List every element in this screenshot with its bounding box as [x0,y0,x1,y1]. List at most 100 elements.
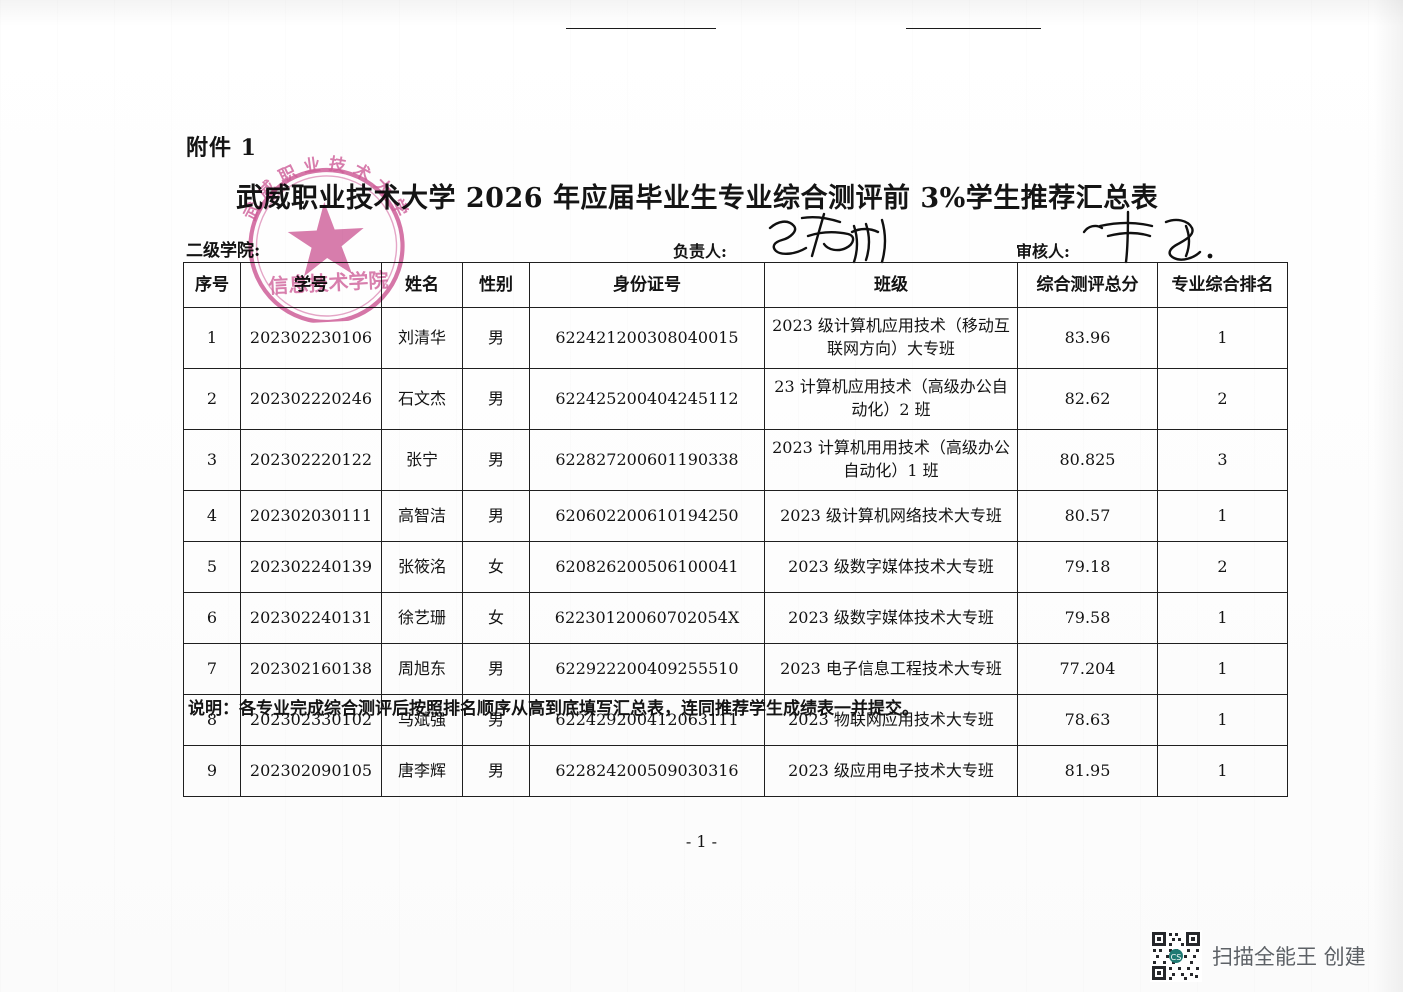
cell-rank: 1 [1157,592,1288,644]
cell-class: 2023 级应用电子技术大专班 [764,745,1018,797]
cell-student-id: 202302240131 [240,592,382,644]
cell-id-card: 622824200509030316 [529,745,765,797]
cell-student-id: 202302220122 [240,429,382,491]
column-header-name: 姓名 [381,262,463,308]
cell-score: 81.95 [1017,745,1158,797]
cell-rank: 1 [1157,490,1288,542]
table-footnote: 说明：各专业完成综合测评后按照排名顺序从高到底填写汇总表，连同推荐学生成绩表一并… [188,699,919,719]
cell-id-card: 622429200412063111 [529,694,765,746]
cell-gender: 男 [462,307,530,369]
cell-name: 张筱洺 [381,541,463,593]
cell-id-card: 622922200409255510 [529,643,765,695]
cell-student-id: 202302160138 [240,643,382,695]
column-header-id-card: 身份证号 [529,262,765,308]
cell-class: 2023 级计算机网络技术大专班 [764,490,1018,542]
cell-id-card: 620602200610194250 [529,490,765,542]
camscanner-watermark: CS 扫描全能王 创建 [1150,930,1366,982]
cell-class: 2023 级数字媒体技术大专班 [764,592,1018,644]
cell-name: 刘清华 [381,307,463,369]
cell-id-card: 622827200601190338 [529,429,765,491]
cell-rank: 3 [1157,429,1288,491]
qr-code-icon: CS [1150,930,1202,982]
cell-gender: 男 [462,368,530,430]
cell-rank: 1 [1157,307,1288,369]
cell-name: 高智洁 [381,490,463,542]
cell-gender: 男 [462,745,530,797]
cell-class: 2023 级计算机应用技术（移动互联网方向）大专班 [764,307,1018,369]
cell-name: 徐艺珊 [381,592,463,644]
cell-rank: 2 [1157,368,1288,430]
table-row: 7 202302160138 周旭东 男 622922200409255510 … [183,643,1288,695]
column-header-gender: 性别 [462,262,530,308]
leader-label: 负责人: [673,242,727,261]
cell-id-card: 622421200308040015 [529,307,765,369]
table-row: 1 202302230106 刘清华 男 622421200308040015 … [183,307,1288,369]
column-header-rank: 专业综合排名 [1157,262,1288,308]
watermark-text: 扫描全能王 创建 [1212,945,1366,969]
cell-index: 2 [183,368,241,430]
cell-score: 80.57 [1017,490,1158,542]
cell-class: 2023 级数字媒体技术大专班 [764,541,1018,593]
svg-text:CS: CS [1171,953,1182,962]
cell-rank: 1 [1157,745,1288,797]
table-row: 5 202302240139 张筱洺 女 620826200506100041 … [183,541,1288,593]
cell-rank: 1 [1157,643,1288,695]
cell-class: 2023 电子信息工程技术大专班 [764,643,1018,695]
cell-rank: 1 [1157,694,1288,746]
column-header-class: 班级 [764,262,1018,308]
table-row: 3 202302220122 张宁 男 622827200601190338 2… [183,429,1288,491]
cell-index: 9 [183,745,241,797]
cell-index: 5 [183,541,241,593]
summary-table-wrapper: 序号 学号 姓名 性别 身份证号 班级 综合测评总分 专业综合排名 1 2023… [183,262,1288,797]
page-title: 武威职业技术大学 2026 年应届毕业生专业综合测评前 3%学生推荐汇总表 [236,183,1159,214]
table-row: 2 202302220246 石文杰 男 622425200404245112 … [183,368,1288,430]
cell-gender: 女 [462,541,530,593]
cell-index: 3 [183,429,241,491]
cell-class: 2023 计算机用用技术（高级办公自动化）1 班 [764,429,1018,491]
cell-name: 石文杰 [381,368,463,430]
cell-name: 马斌强 [381,694,463,746]
cell-score: 77.204 [1017,643,1158,695]
cell-gender: 男 [462,429,530,491]
cell-name: 唐李辉 [381,745,463,797]
cell-score: 78.63 [1017,694,1158,746]
cell-score: 82.62 [1017,368,1158,430]
cell-index: 6 [183,592,241,644]
cell-index: 1 [183,307,241,369]
cell-index: 7 [183,643,241,695]
column-header-index: 序号 [183,262,241,308]
table-row: 9 202302090105 唐李辉 男 622824200509030316 … [183,745,1288,797]
page-number: - 1 - [685,832,718,851]
cell-name: 张宁 [381,429,463,491]
cell-score: 79.18 [1017,541,1158,593]
column-header-student-id: 学号 [240,262,382,308]
cell-index: 8 [183,694,241,746]
attachment-label: 附件 1 [186,135,257,161]
cell-class: 2023 物联网应用技术大专班 [764,694,1018,746]
cell-student-id: 202302230106 [240,307,382,369]
secondary-college-label: 二级学院: [186,241,261,261]
cell-id-card: 62230120060702054X [529,592,765,644]
student-recommendation-table: 序号 学号 姓名 性别 身份证号 班级 综合测评总分 专业综合排名 1 2023… [183,262,1288,797]
column-header-score: 综合测评总分 [1017,262,1158,308]
cell-gender: 男 [462,490,530,542]
cell-student-id: 202302220246 [240,368,382,430]
cell-id-card: 620826200506100041 [529,541,765,593]
cell-score: 80.825 [1017,429,1158,491]
cell-student-id: 202302090105 [240,745,382,797]
cell-name: 周旭东 [381,643,463,695]
scan-edge-shadow-top [0,0,1403,26]
cell-score: 79.58 [1017,592,1158,644]
table-row: 6 202302240131 徐艺珊 女 62230120060702054X … [183,592,1288,644]
table-row: 4 202302030111 高智洁 男 620602200610194250 … [183,490,1288,542]
reviewer-signature-line [906,28,1041,29]
cell-id-card: 622425200404245112 [529,368,765,430]
cell-student-id: 202302030111 [240,490,382,542]
table-header-row: 序号 学号 姓名 性别 身份证号 班级 综合测评总分 专业综合排名 [183,262,1288,308]
cell-gender: 男 [462,643,530,695]
cell-gender: 女 [462,592,530,644]
cell-student-id: 202302330102 [240,694,382,746]
reviewer-label: 审核人: [1016,242,1070,261]
cell-student-id: 202302240139 [240,541,382,593]
